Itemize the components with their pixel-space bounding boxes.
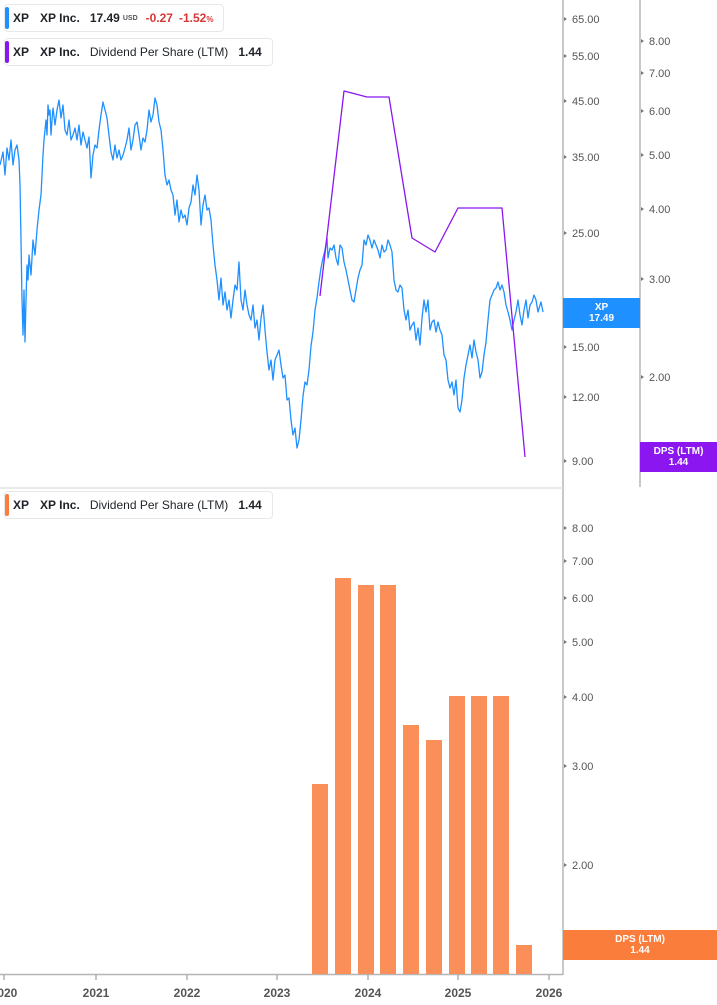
bar[interactable]: [493, 696, 509, 974]
svg-text:4.00: 4.00: [572, 692, 593, 704]
price-line: [0, 97, 544, 449]
svg-text:9.00: 9.00: [572, 456, 593, 468]
dps-tag-label: DPS (LTM): [653, 446, 704, 457]
svg-text:6.00: 6.00: [649, 106, 670, 118]
svg-text:55.00: 55.00: [572, 51, 600, 63]
legend-value: 1.44: [238, 45, 262, 59]
dps-axis-labels-bottom: 8.00 7.00 6.00 5.00 4.00 3.00 2.00: [572, 523, 593, 872]
svg-text:65.00: 65.00: [572, 14, 600, 26]
dps-axis-labels-top: 8.00 7.00 6.00 5.00 4.00 3.00 2.00: [649, 36, 670, 384]
svg-text:6.00: 6.00: [572, 593, 593, 605]
svg-text:7.00: 7.00: [572, 556, 593, 568]
legend-change: -0.27: [145, 11, 173, 25]
bar[interactable]: [380, 585, 396, 974]
svg-text:8.00: 8.00: [572, 523, 593, 535]
svg-text:35.00: 35.00: [572, 152, 600, 164]
legend-change-pct: -1.52%: [178, 11, 214, 25]
svg-text:3.00: 3.00: [572, 761, 593, 773]
bar[interactable]: [312, 784, 328, 974]
svg-text:2023: 2023: [264, 986, 291, 1000]
dps-tag-value: 1.44: [668, 457, 689, 468]
dps-tag-value: 1.44: [630, 945, 650, 956]
dps-value-tag-bottom: DPS (LTM) 1.44: [563, 930, 717, 960]
svg-text:12.00: 12.00: [572, 392, 600, 404]
legend-symbol: XP: [13, 45, 30, 59]
legend-symbol: XP: [13, 498, 30, 512]
svg-text:2.00: 2.00: [649, 372, 670, 384]
dps-value-tag-top: DPS (LTM) 1.44: [640, 442, 717, 472]
bar[interactable]: [516, 945, 532, 974]
legend-metric: Dividend Per Share (LTM): [89, 498, 229, 512]
legend-value: 1.44: [238, 498, 262, 512]
x-axis-ticks: [3, 975, 550, 980]
price-tag-label: XP: [594, 302, 609, 313]
price-axis-labels: 65.00 55.00 45.00 35.00 25.00 15.00 12.0…: [572, 14, 600, 468]
bar[interactable]: [449, 696, 465, 974]
price-value-tag: XP 17.49: [563, 298, 640, 328]
legend-currency: USD: [122, 14, 138, 22]
svg-text:45.00: 45.00: [572, 96, 600, 108]
price-axis-ticks: [564, 17, 567, 463]
legend-price-value: 17.49: [89, 11, 120, 25]
bar[interactable]: [335, 578, 351, 974]
svg-text:2.00: 2.00: [572, 860, 593, 872]
dps-bars: [312, 578, 532, 974]
series-color-swatch: [5, 494, 9, 516]
svg-text:2025: 2025: [445, 986, 472, 1000]
legend-company: XP Inc.: [40, 45, 80, 59]
svg-text:15.00: 15.00: [572, 342, 600, 354]
svg-text:5.00: 5.00: [649, 150, 670, 162]
series-color-swatch: [5, 7, 9, 29]
svg-text:4.00: 4.00: [649, 204, 670, 216]
dps-tag-label: DPS (LTM): [615, 934, 665, 945]
dps-axis-ticks-bottom: [564, 526, 567, 867]
svg-text:2021: 2021: [83, 986, 110, 1000]
svg-text:5.00: 5.00: [572, 637, 593, 649]
bar[interactable]: [358, 585, 374, 974]
svg-text:2022: 2022: [174, 986, 201, 1000]
svg-text:8.00: 8.00: [649, 36, 670, 48]
bar[interactable]: [426, 740, 442, 974]
legend-dps-top[interactable]: XP XP Inc. Dividend Per Share (LTM) 1.44: [4, 38, 273, 66]
series-color-swatch: [5, 41, 9, 63]
legend-metric: Dividend Per Share (LTM): [89, 45, 229, 59]
legend-company: XP Inc.: [40, 498, 80, 512]
svg-text:2024: 2024: [355, 986, 382, 1000]
dps-axis-ticks-top: [641, 39, 644, 379]
legend-dps-bottom[interactable]: XP XP Inc. Dividend Per Share (LTM) 1.44: [4, 491, 273, 519]
svg-text:7.00: 7.00: [649, 68, 670, 80]
legend-price[interactable]: XP XP Inc. 17.49 USD -0.27 -1.52%: [4, 4, 225, 32]
svg-text:3.00: 3.00: [649, 274, 670, 286]
svg-text:25.00: 25.00: [572, 228, 600, 240]
bar[interactable]: [403, 725, 419, 974]
price-tag-value: 17.49: [588, 313, 615, 324]
dps-line: [319, 90, 526, 458]
legend-company: XP Inc.: [40, 11, 80, 25]
svg-text:2026: 2026: [536, 986, 563, 1000]
bar[interactable]: [471, 696, 487, 974]
legend-symbol: XP: [13, 11, 30, 25]
